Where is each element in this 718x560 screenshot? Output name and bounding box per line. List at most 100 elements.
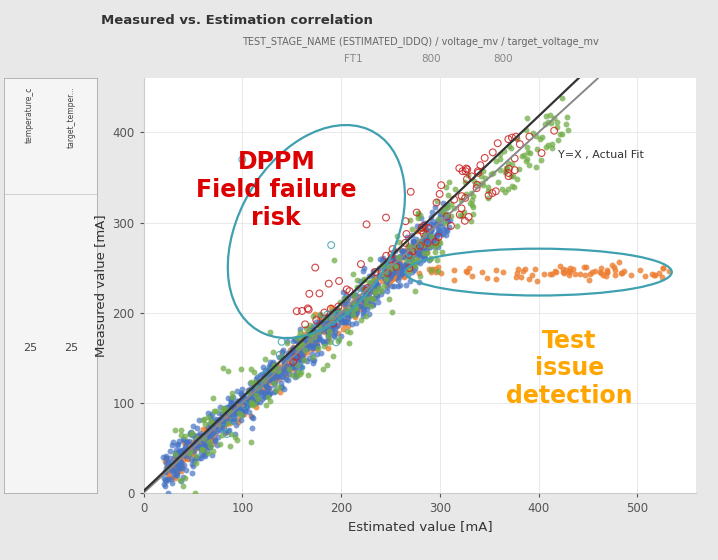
- Point: [442, 217, 453, 226]
- Point: [273, 366, 284, 375]
- Point: [396, 262, 407, 271]
- Point: [406, 230, 418, 239]
- Point: [426, 267, 437, 276]
- Point: [229, 409, 241, 418]
- Point: [215, 419, 226, 428]
- Point: [298, 329, 309, 338]
- Point: [251, 384, 262, 393]
- Point: [475, 161, 486, 170]
- Point: [650, 270, 661, 279]
- Point: [269, 361, 280, 370]
- Point: [354, 301, 365, 310]
- Point: [158, 453, 169, 462]
- Point: [180, 465, 192, 474]
- Point: [208, 407, 220, 416]
- Point: [658, 264, 669, 273]
- Point: [465, 188, 477, 197]
- Point: [278, 384, 289, 393]
- Point: [161, 454, 172, 463]
- Point: [236, 398, 248, 407]
- Point: [286, 344, 297, 353]
- Point: [423, 255, 434, 264]
- Point: [271, 367, 282, 376]
- Point: [193, 416, 205, 424]
- Point: [159, 468, 170, 477]
- Point: [432, 242, 444, 251]
- Point: [169, 464, 180, 473]
- Point: [422, 230, 434, 239]
- Point: [429, 242, 441, 251]
- Point: [290, 343, 302, 352]
- Point: [177, 456, 189, 465]
- Point: [209, 414, 220, 423]
- Point: [190, 440, 201, 449]
- Point: [343, 305, 355, 314]
- Point: [658, 264, 669, 273]
- Point: [239, 405, 251, 414]
- Point: [419, 231, 431, 240]
- Point: [342, 311, 354, 320]
- Point: [175, 460, 187, 469]
- Point: [378, 269, 389, 278]
- Point: [250, 398, 261, 407]
- Point: [180, 450, 192, 459]
- Point: [521, 143, 533, 152]
- Point: [185, 443, 196, 452]
- Point: [189, 441, 200, 450]
- Point: [196, 441, 208, 450]
- Point: [368, 293, 379, 302]
- Point: [564, 267, 576, 276]
- Point: [333, 334, 345, 343]
- Point: [223, 409, 234, 418]
- Point: [301, 347, 312, 356]
- Text: FT1: FT1: [345, 54, 363, 64]
- Point: [425, 227, 437, 236]
- Point: [409, 259, 420, 268]
- Point: [307, 312, 318, 321]
- Point: [320, 314, 331, 323]
- Point: [242, 399, 253, 408]
- Point: [327, 321, 339, 330]
- Point: [371, 292, 383, 301]
- Point: [395, 263, 406, 272]
- Point: [640, 271, 651, 280]
- Point: [320, 315, 331, 324]
- Point: [301, 323, 312, 332]
- Point: [354, 304, 365, 313]
- Point: [230, 406, 241, 415]
- Point: [289, 349, 301, 358]
- Point: [406, 255, 417, 264]
- Point: [213, 408, 225, 417]
- Point: [595, 268, 606, 277]
- Point: [198, 434, 210, 443]
- Point: [600, 272, 611, 281]
- Point: [625, 271, 637, 280]
- Point: [466, 195, 477, 204]
- Point: [419, 237, 431, 246]
- Point: [297, 342, 309, 351]
- Point: [265, 374, 276, 382]
- Point: [346, 299, 358, 308]
- Point: [263, 366, 274, 375]
- Point: [459, 216, 470, 225]
- Point: [299, 337, 310, 346]
- Point: [348, 289, 360, 298]
- Point: [308, 356, 320, 365]
- Point: [353, 294, 364, 303]
- Point: [289, 361, 301, 370]
- Point: [178, 451, 190, 460]
- Point: [206, 409, 218, 418]
- Point: [295, 342, 307, 351]
- Point: [216, 409, 228, 418]
- Point: [376, 290, 387, 298]
- Point: [409, 237, 420, 246]
- Point: [187, 447, 199, 456]
- Point: [439, 214, 451, 223]
- Point: [261, 390, 272, 399]
- Point: [418, 246, 429, 255]
- Point: [346, 305, 358, 314]
- Point: [248, 368, 259, 377]
- Point: [429, 241, 441, 250]
- Point: [320, 326, 331, 335]
- Point: [401, 233, 413, 242]
